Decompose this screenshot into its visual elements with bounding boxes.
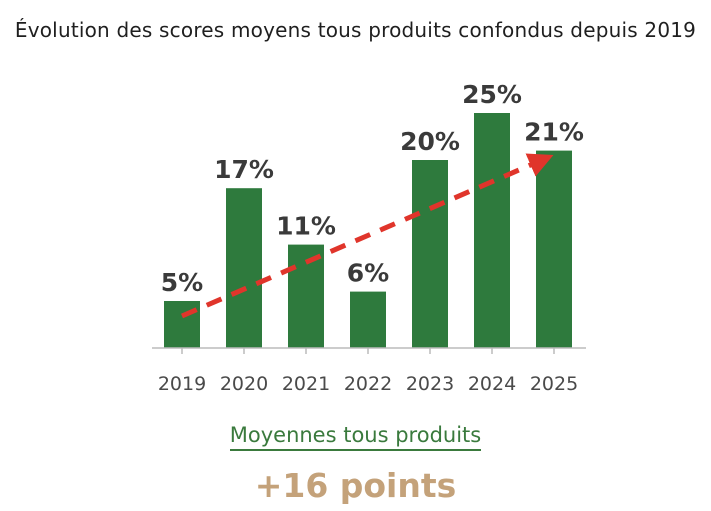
data-label-2019: 5%: [161, 268, 203, 297]
summary-points: +16 points: [254, 466, 457, 505]
bar-2024: [474, 113, 510, 348]
chart-title: Évolution des scores moyens tous produit…: [14, 18, 697, 42]
data-label-2021: 11%: [276, 212, 336, 241]
trend-arrow: [181, 153, 554, 319]
data-label-2023: 20%: [400, 127, 460, 156]
tick-label-2022: 2022: [344, 373, 392, 395]
bar-chart: 5% 17%11% 6% 20%25%21% 2019 2020 2021 2022 2023…: [152, 80, 586, 395]
tick-label-2019: 2019: [158, 373, 206, 395]
tick-label-2025: 2025: [530, 373, 578, 395]
tick-label-2021: 2021: [282, 373, 330, 395]
bar-2022: [350, 291, 386, 348]
bar-2025: [536, 150, 572, 348]
bars: 5% 17%11% 6% 20%25%21%: [161, 80, 584, 348]
data-label-2024: 25%: [462, 80, 522, 109]
data-label-2022: 6%: [347, 259, 389, 288]
x-ticks: 2019 2020 2021 2022 2023 2024 2025: [158, 348, 578, 395]
bar-2023: [412, 160, 448, 348]
data-label-2025: 21%: [524, 118, 584, 147]
tick-label-2023: 2023: [406, 373, 454, 395]
tick-label-2020: 2020: [220, 373, 268, 395]
tick-label-2024: 2024: [468, 373, 516, 395]
summary-label: Moyennes tous produits: [229, 423, 482, 451]
data-label-2020: 17%: [214, 155, 274, 184]
bar-2020: [226, 188, 262, 348]
